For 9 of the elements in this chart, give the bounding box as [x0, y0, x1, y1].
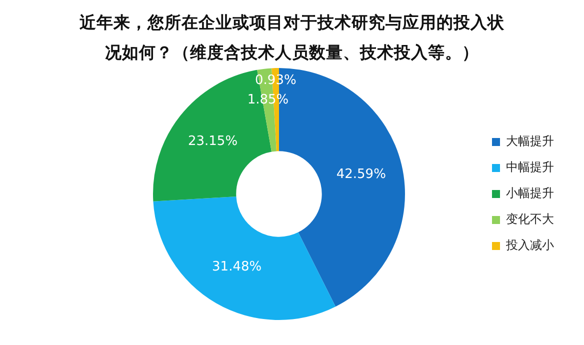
- data-label: 42.59%: [336, 166, 386, 182]
- legend-label: 变化不大: [506, 212, 554, 226]
- chart-title: 近年来，您所在企业或项目对于技术研究与应用的投入状况如何？（维度含技术人员数量、技术投入等。）: [78, 12, 506, 64]
- data-label: 23.15%: [188, 134, 238, 150]
- data-label: 31.48%: [212, 259, 262, 274]
- legend-label: 大幅提升: [506, 134, 554, 148]
- legend-label: 中幅提升: [506, 160, 554, 174]
- legend-label: 投入减小: [505, 238, 554, 252]
- legend-label: 小幅提升: [506, 186, 554, 200]
